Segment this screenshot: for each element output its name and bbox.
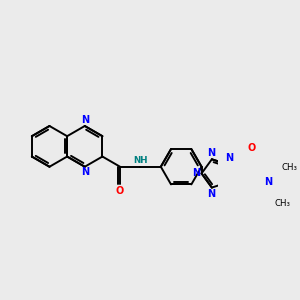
Text: N: N: [207, 189, 215, 199]
Text: N: N: [265, 177, 273, 187]
Text: CH₃: CH₃: [281, 163, 297, 172]
Text: O: O: [115, 185, 124, 196]
Text: N: N: [207, 148, 215, 158]
Text: N: N: [225, 153, 233, 163]
Text: N: N: [81, 115, 89, 125]
Text: O: O: [248, 143, 256, 153]
Text: NH: NH: [133, 156, 148, 165]
Text: CH₃: CH₃: [274, 199, 290, 208]
Text: N: N: [81, 167, 89, 178]
Text: N: N: [192, 168, 200, 178]
